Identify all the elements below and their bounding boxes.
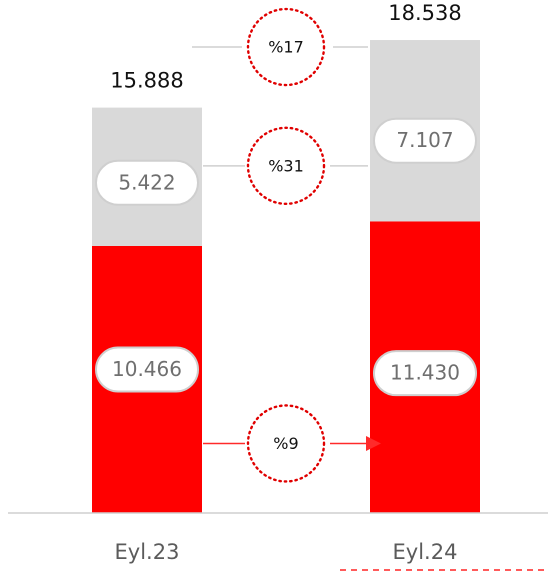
total-label-eyl24: 18.538 (388, 1, 461, 25)
total-label-eyl23: 15.888 (110, 69, 183, 93)
value-pill-red-eyl23 (95, 346, 199, 393)
value-pill-gray-eyl24 (373, 117, 477, 164)
growth-badge-total (246, 7, 326, 87)
labels-layer: 15.888 18.538 10.466 5.422 11.430 7.107 %17 %31… (95, 1, 477, 564)
value-label-gray-eyl24: 7.107 (396, 128, 453, 152)
value-label-red-eyl23: 10.466 (112, 357, 182, 381)
connectors-layer (192, 46, 381, 451)
growth-label-gray: %31 (268, 156, 304, 175)
x-tick-label-eyl23: Eyl.23 (115, 540, 180, 564)
value-pill-gray-eyl23 (95, 159, 199, 206)
growth-label-red: %9 (273, 434, 298, 453)
value-label-red-eyl24: 11.430 (390, 361, 460, 385)
value-label-gray-eyl23: 5.422 (118, 170, 175, 194)
growth-label-total: %17 (268, 38, 304, 57)
x-tick-label-eyl24: Eyl.24 (393, 540, 458, 564)
value-pill-red-eyl24 (373, 350, 477, 397)
growth-badge-red (246, 404, 326, 483)
growth-badge-gray (246, 126, 326, 206)
